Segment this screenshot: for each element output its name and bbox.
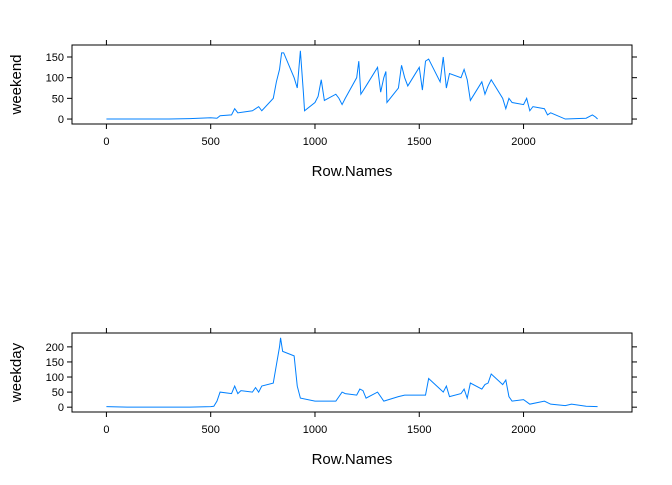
data-line <box>106 337 598 408</box>
y-tick-label: 50 <box>52 387 64 399</box>
x-tick-label: 2000 <box>511 136 535 148</box>
x-tick-label: 500 <box>202 424 220 436</box>
x-tick-label: 1500 <box>407 424 431 436</box>
y-axis-label: weekend <box>8 54 25 115</box>
y-tick-label: 200 <box>46 342 64 354</box>
x-tick-label: 2000 <box>511 424 535 436</box>
x-tick-label: 1000 <box>303 136 327 148</box>
y-axis-label: weekday <box>8 342 25 403</box>
y-tick-label: 150 <box>46 52 64 64</box>
x-tick-label: 500 <box>202 136 220 148</box>
panel-border <box>71 44 633 125</box>
x-tick-label: 0 <box>103 424 109 436</box>
x-tick-label: 1500 <box>407 136 431 148</box>
y-tick-label: 100 <box>46 73 64 85</box>
y-tick-label: 0 <box>58 402 64 414</box>
panel-border <box>71 332 633 413</box>
y-tick-label: 50 <box>52 93 64 105</box>
y-tick-label: 100 <box>46 372 64 384</box>
x-tick-label: 0 <box>103 136 109 148</box>
y-tick-label: 0 <box>58 114 64 126</box>
x-axis-label: Row.Names <box>312 451 393 468</box>
x-tick-label: 1000 <box>303 424 327 436</box>
data-line <box>106 50 598 120</box>
y-tick-label: 150 <box>46 357 64 369</box>
x-axis-label: Row.Names <box>312 163 393 180</box>
